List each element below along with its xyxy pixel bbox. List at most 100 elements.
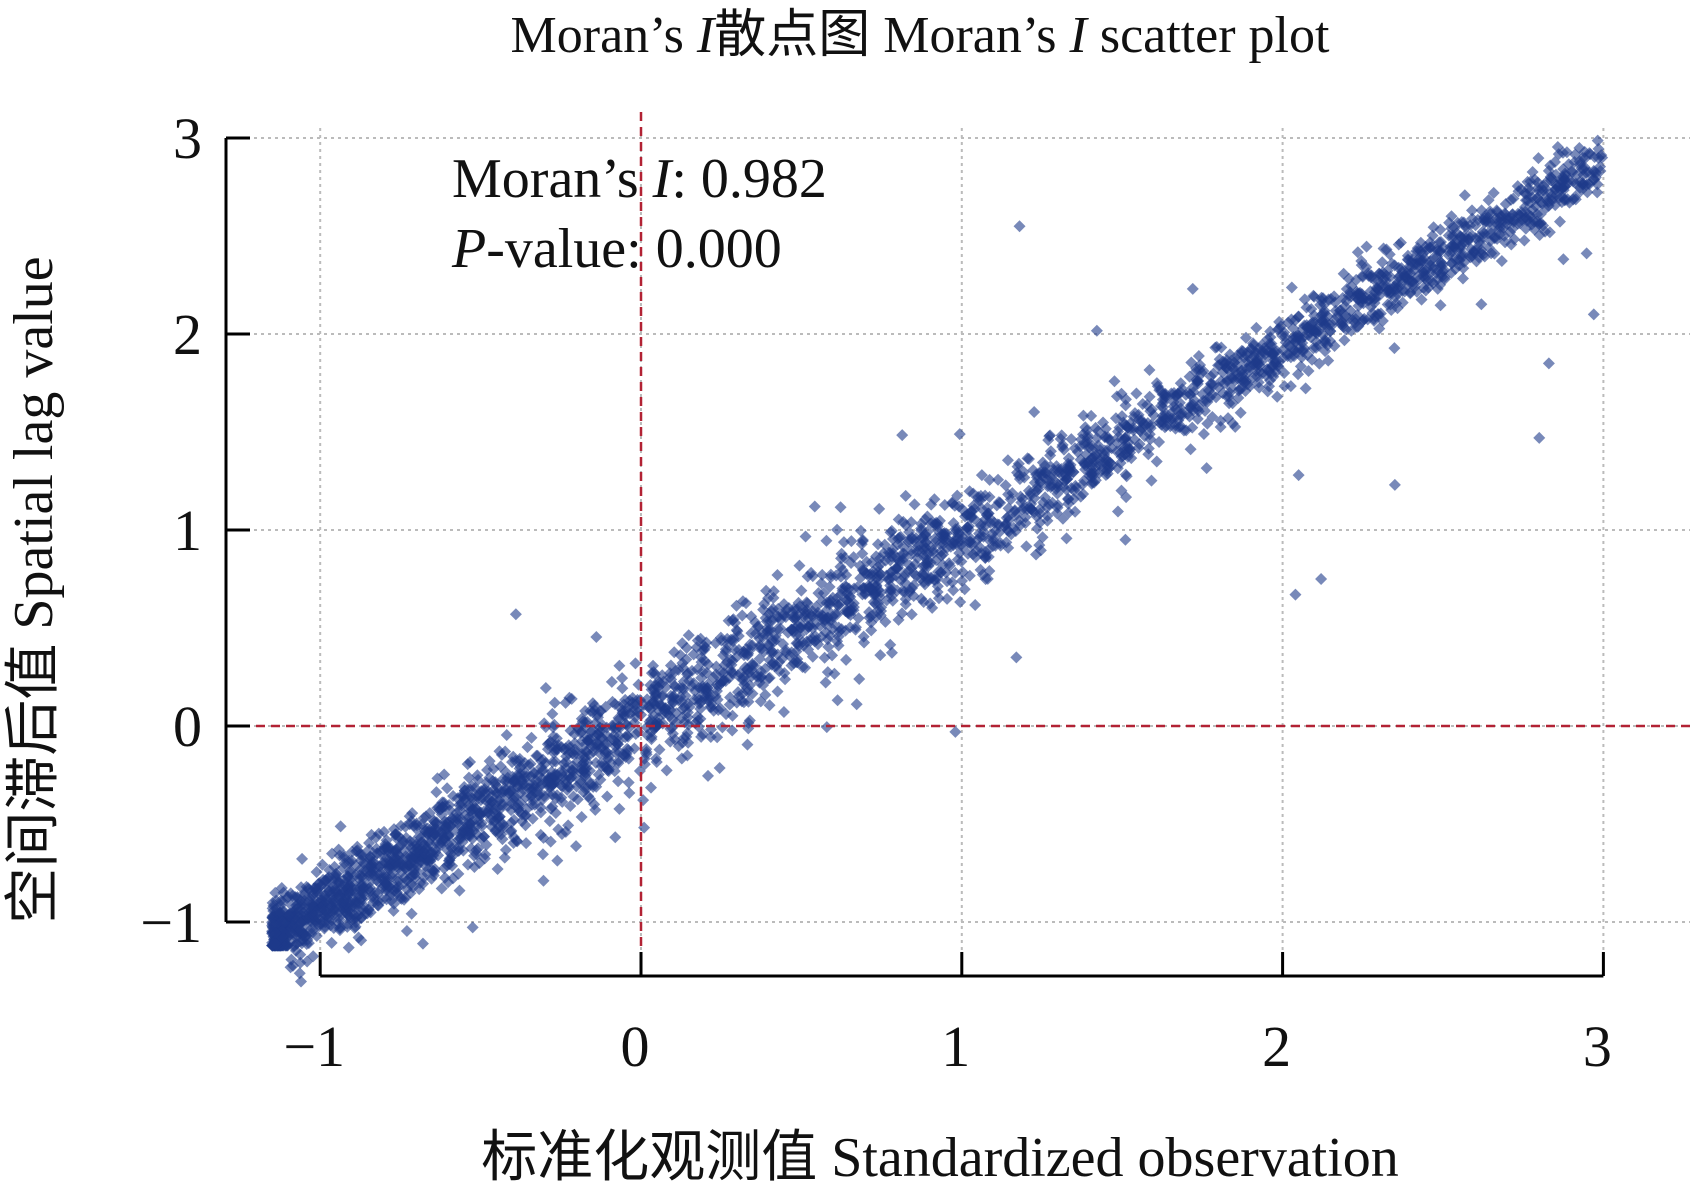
scatter-point [865, 624, 878, 637]
scatter-point [466, 921, 479, 934]
scatter-point [762, 629, 775, 642]
scatter-point [826, 623, 839, 636]
scatter-point [353, 897, 366, 910]
scatter-point [475, 806, 488, 819]
scatter-point [1090, 324, 1103, 337]
scatter-point [1097, 416, 1110, 429]
scatter-point [1539, 176, 1552, 189]
scatter-point [1136, 397, 1149, 410]
scatter-point [507, 813, 520, 826]
scatter-point [612, 775, 625, 788]
scatter-point [1307, 289, 1320, 302]
scatter-point [1001, 454, 1014, 467]
reference-lines [226, 112, 1690, 976]
scatter-point [1505, 238, 1518, 251]
scatter-point [835, 552, 848, 565]
scatter-point [1077, 409, 1090, 422]
scatter-point [570, 840, 583, 853]
scatter-point [763, 699, 776, 712]
scatter-point [1448, 242, 1461, 255]
scatter-point [456, 836, 469, 849]
scatter-point [1285, 281, 1298, 294]
scatter-point [840, 569, 853, 582]
scatter-point [291, 901, 304, 914]
scatter-point [652, 681, 665, 694]
scatter-point [1016, 492, 1029, 505]
scatter-point [1175, 407, 1188, 420]
scatter-point [1036, 469, 1049, 482]
scatter-point [1111, 505, 1124, 518]
scatter-point [953, 428, 966, 441]
scatter-point [579, 705, 592, 718]
scatter-point [1395, 262, 1408, 275]
scatter-point [1553, 215, 1566, 228]
scatter-point [908, 498, 921, 511]
scatter-point [1514, 210, 1527, 223]
scatter-point [1466, 212, 1479, 225]
scatter-point [623, 786, 636, 799]
scatter-point [1223, 386, 1236, 399]
scatter-point [564, 800, 577, 813]
scatter-point [1392, 238, 1405, 251]
scatter-point [1475, 298, 1488, 311]
scatter-point [999, 479, 1012, 492]
scatter-point [1557, 184, 1570, 197]
scatter-point [266, 911, 279, 924]
scatter-point [1338, 334, 1351, 347]
scatter-point [328, 860, 341, 873]
scatter-point [849, 621, 862, 634]
scatter-point [394, 819, 407, 832]
scatter-point [863, 581, 876, 594]
scatter-point [815, 577, 828, 590]
scatter-point [741, 663, 754, 676]
scatter-point [310, 865, 323, 878]
scatter-point [1390, 297, 1403, 310]
scatter-point [713, 761, 726, 774]
scatter-point [822, 640, 835, 653]
scatter-point [619, 693, 632, 706]
scatter-point [1591, 134, 1604, 147]
scatter-point [1056, 438, 1069, 451]
scatter-point [1506, 222, 1519, 235]
scatter-point [363, 837, 376, 850]
scatter-point [570, 780, 583, 793]
outlier-point [1533, 431, 1546, 444]
scatter-point [1294, 360, 1307, 373]
scatter-point [1313, 357, 1326, 370]
scatter-point [1493, 216, 1506, 229]
scatter-point [495, 828, 508, 841]
scatter-point [1488, 247, 1501, 260]
scatter-point [966, 548, 979, 561]
scatter-point [577, 752, 590, 765]
scatter-point [516, 778, 529, 791]
scatter-point [899, 519, 912, 532]
scatter-point [1061, 473, 1074, 486]
scatter-point [917, 595, 930, 608]
scatter-point [430, 786, 443, 799]
scatter-point [1239, 331, 1252, 344]
scatter-point [1370, 281, 1383, 294]
outlier-point [1587, 308, 1600, 321]
scatter-point [740, 597, 753, 610]
scatter-point [1360, 240, 1373, 253]
scatter-point [372, 887, 385, 900]
scatter-point [1013, 473, 1026, 486]
scatter-point [778, 598, 791, 611]
scatter-point [548, 769, 561, 782]
scatter-point [543, 737, 556, 750]
scatter-point [839, 605, 852, 618]
scatter-point [975, 547, 988, 560]
scatter-point [667, 691, 680, 704]
scatter-point [507, 750, 520, 763]
scatter-point [819, 676, 832, 689]
scatter-point [874, 649, 887, 662]
scatter-point [397, 836, 410, 849]
x-tick-label: 0 [621, 1014, 650, 1079]
scatter-point [1310, 341, 1323, 354]
scatter-point [730, 599, 743, 612]
scatter-point [802, 643, 815, 656]
scatter-point [609, 831, 622, 844]
scatter-point [1345, 324, 1358, 337]
scatter-point [1458, 220, 1471, 233]
